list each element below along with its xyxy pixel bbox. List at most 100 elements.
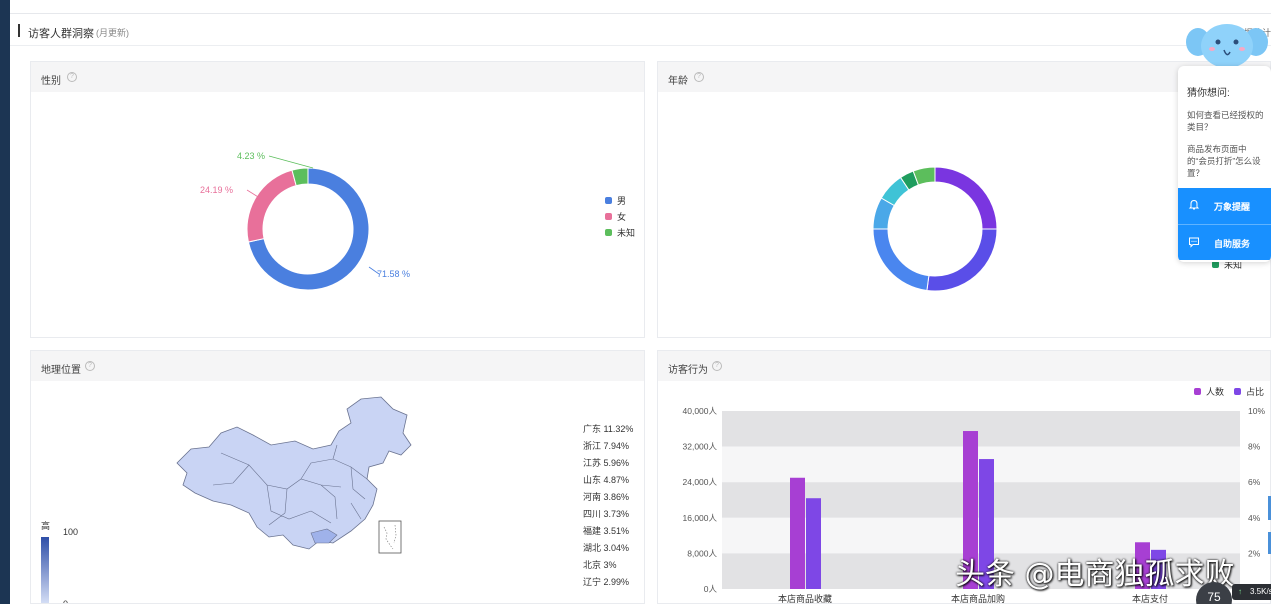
province-row: 北京 3% [583, 560, 617, 570]
question-circle-icon[interactable]: ? [694, 72, 704, 82]
gender-label-line [368, 266, 380, 275]
behavior-bar-chart: 0人8,000人16,000人24,000人32,000人40,000人0%2%… [683, 406, 1266, 604]
geo-card-title: 地理位置 [41, 365, 81, 376]
section-title: 访客人群洞察 [28, 28, 94, 40]
self-service-button[interactable]: 自助服务 [1178, 224, 1271, 260]
gender-slice-2[interactable] [291, 167, 309, 187]
help-question-1[interactable]: 如何查看已经授权的类目？ [1187, 110, 1264, 132]
gender-data-label: 4.23 % [237, 151, 265, 161]
legend-label: 占比 [1246, 386, 1265, 397]
gender-data-label: 71.58 % [377, 269, 410, 279]
elephant-mascot-icon[interactable] [1186, 18, 1268, 70]
age-slice-6[interactable] [912, 166, 936, 186]
question-circle-icon[interactable]: ? [712, 361, 722, 371]
china-map[interactable] [161, 393, 421, 563]
gender-slice-0[interactable] [247, 167, 370, 291]
legend-swatch [605, 228, 612, 236]
x-category-label: 本店商品加购 [951, 593, 1005, 604]
y-tick-label: 8,000人 [687, 548, 717, 558]
y-tick-label: 0人 [704, 584, 718, 594]
speed-badge[interactable]: 75 [1196, 582, 1232, 604]
network-speed: ↑ 3.5K/s [1232, 584, 1271, 600]
upload-arrow-icon: ↑ [1238, 587, 1242, 596]
behavior-card-title: 访客行为 [668, 365, 708, 376]
legend-label: 未知 [617, 227, 636, 238]
question-circle-icon[interactable]: ? [67, 72, 77, 82]
bar-ratio[interactable] [1151, 549, 1166, 589]
heat-scale[interactable]: 高 100 0 [41, 519, 101, 603]
question-circle-icon[interactable]: ? [85, 361, 95, 371]
bar-ratio[interactable] [806, 498, 821, 589]
age-card-header: 年龄 ? [658, 62, 1270, 92]
legend-item-unknown[interactable]: 未知 [1212, 256, 1242, 272]
help-question-2[interactable]: 商品发布页面中的“会员打折”怎么设置？ [1187, 144, 1261, 178]
legend-label: 女 [617, 211, 627, 222]
legend-item-ratio[interactable]: 占比 [1234, 383, 1264, 399]
grid-band [722, 411, 1240, 447]
edge-tab[interactable] [1268, 496, 1271, 520]
help-widget: 猜你想问: 如何查看已经授权的类目？ 商品发布页面中的“会员打折”怎么设置？ 万… [1178, 18, 1271, 262]
province-row: 辽宁 2.99% [583, 577, 630, 587]
edge-tab[interactable] [1268, 532, 1271, 554]
age-slice-1[interactable] [926, 228, 998, 292]
province-row: 河南 3.86% [583, 492, 630, 502]
y2-tick-label: 10% [1248, 406, 1265, 416]
bar-count[interactable] [1135, 542, 1150, 589]
y-tick-label: 16,000人 [683, 513, 718, 523]
legend-label: 人数 [1206, 386, 1225, 397]
section-header: 访客人群洞察 (月更新) 店铺数据统计 [10, 18, 1271, 46]
province-borders [212, 444, 368, 526]
legend-item-female[interactable]: 女 [605, 208, 635, 224]
gender-slice-1[interactable] [246, 169, 297, 243]
x-category-label: 本店支付 [1132, 593, 1168, 604]
network-speed-value: 3.5K/s [1250, 587, 1271, 596]
gender-donut-chart: 71.58 % 24.19 % 4.23 % [200, 151, 410, 291]
bar-ratio[interactable] [979, 459, 994, 589]
province-row: 浙江 7.94% [583, 441, 630, 451]
y2-tick-label: 4% [1248, 513, 1261, 523]
left-sidebar-edge [0, 0, 10, 604]
geo-card: 地理位置 ? 高 100 0 广东 11.32% 浙江 7.94% 江苏 5.96%… [30, 350, 645, 604]
south-sea-inset [378, 520, 402, 554]
help-panel: 猜你想问: 如何查看已经授权的类目？ 商品发布页面中的“会员打折”怎么设置？ 万… [1178, 66, 1271, 262]
age-slice-2[interactable] [872, 228, 930, 292]
remind-button[interactable]: 万象提醒 [1178, 188, 1271, 224]
behavior-legend: 人数 占比 [1194, 383, 1264, 399]
bar-count[interactable] [790, 477, 805, 589]
province-row: 四川 3.73% [583, 509, 630, 519]
section-marker [18, 24, 20, 37]
y2-tick-label: 8% [1248, 442, 1261, 452]
gender-label-line [246, 189, 264, 201]
legend-swatch [1194, 387, 1201, 395]
geo-card-header: 地理位置 ? [31, 351, 644, 381]
guangdong-region [310, 528, 338, 544]
scale-gradient [41, 537, 49, 603]
age-slice-0[interactable] [934, 166, 998, 230]
bar-count[interactable] [963, 431, 978, 589]
legend-item-male[interactable]: 男 [605, 192, 635, 208]
legend-item-unknown[interactable]: 未知 [605, 224, 635, 240]
age-donut-chart [872, 166, 998, 292]
legend-item-count[interactable]: 人数 [1194, 383, 1224, 399]
self-service-label: 自助服务 [1214, 239, 1251, 249]
gender-card-header: 性别 ? [31, 62, 644, 92]
chat-icon [1189, 237, 1199, 248]
y2-tick-label: 2% [1248, 548, 1261, 558]
province-row: 广东 11.32% [583, 424, 634, 434]
province-row: 山东 4.87% [583, 475, 630, 485]
gender-data-label: 24.19 % [200, 185, 233, 195]
province-row: 湖北 3.04% [583, 543, 630, 553]
main-content: 访客人群洞察 (月更新) 店铺数据统计 性别 ? 71.58 % 24.19 % 4… [10, 0, 1271, 604]
scale-high-label: 高 [41, 521, 51, 531]
age-card-title: 年龄 [668, 76, 688, 87]
bell-icon [1188, 199, 1200, 210]
x-category-label: 本店商品收藏 [778, 593, 832, 604]
legend-swatch [1234, 387, 1242, 395]
legend-label: 未知 [1224, 259, 1243, 270]
top-bar [10, 0, 1271, 14]
gender-label-line [268, 155, 314, 169]
gender-card-title: 性别 [41, 76, 61, 87]
scale-max: 100 [63, 527, 79, 537]
legend-swatch [1212, 260, 1219, 268]
legend-swatch [605, 212, 612, 220]
